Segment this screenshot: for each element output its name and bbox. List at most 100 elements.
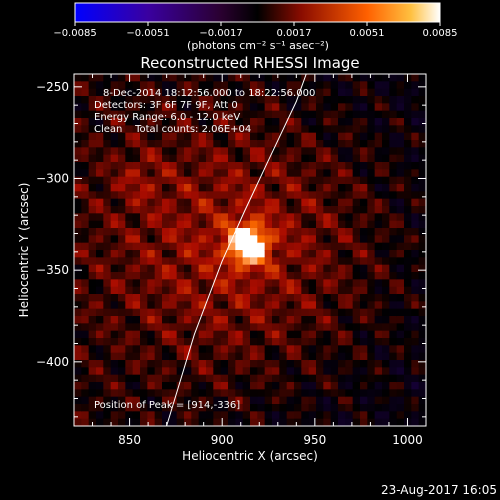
heatmap-cell bbox=[367, 301, 376, 310]
heatmap-cell bbox=[272, 294, 280, 302]
heatmap-cell bbox=[294, 374, 302, 383]
heatmap-cell bbox=[110, 191, 119, 200]
heatmap-cell bbox=[264, 308, 273, 317]
heatmap-cell bbox=[389, 235, 398, 244]
heatmap-cell bbox=[147, 272, 156, 280]
heatmap-cell bbox=[118, 235, 126, 244]
heatmap-cell bbox=[352, 279, 361, 288]
heatmap-cell bbox=[162, 389, 170, 398]
heatmap-cell bbox=[81, 228, 90, 236]
heatmap-cell bbox=[411, 308, 420, 317]
heatmap-cell bbox=[176, 198, 185, 207]
heatmap-cell bbox=[228, 418, 236, 426]
heatmap-cell bbox=[242, 323, 251, 332]
heatmap-cell bbox=[279, 389, 288, 398]
heatmap-cell bbox=[250, 206, 258, 214]
heatmap-cell bbox=[418, 110, 426, 119]
heatmap-cell bbox=[396, 176, 405, 185]
heatmap-cell bbox=[286, 228, 295, 236]
colorbar-label: (photons cm⁻² s⁻¹ asec⁻²) bbox=[187, 39, 329, 52]
heatmap-cell bbox=[264, 323, 273, 332]
heatmap-cell bbox=[110, 301, 119, 310]
heatmap-cell bbox=[235, 88, 244, 97]
heatmap-cell bbox=[418, 213, 426, 222]
heatmap-cell bbox=[206, 235, 214, 244]
heatmap-cell bbox=[228, 74, 236, 82]
heatmap-cell bbox=[242, 154, 251, 163]
heatmap-cell bbox=[330, 147, 339, 156]
heatmap-cell bbox=[220, 345, 229, 354]
heatmap-cell bbox=[184, 345, 192, 354]
heatmap-cell bbox=[389, 191, 398, 200]
heatmap-cell bbox=[198, 279, 207, 288]
heatmap-cell bbox=[198, 250, 207, 258]
heatmap-cell bbox=[367, 103, 376, 112]
heatmap-cell bbox=[257, 338, 266, 346]
heatmap-cell bbox=[213, 308, 222, 317]
heatmap-cell bbox=[88, 162, 97, 170]
heatmap-cell bbox=[162, 286, 170, 295]
heatmap-cell bbox=[257, 257, 266, 266]
heatmap-cell bbox=[88, 374, 97, 383]
heatmap-cell bbox=[286, 404, 295, 412]
heatmap-cell bbox=[154, 418, 163, 426]
heatmap-cell bbox=[367, 257, 376, 266]
heatmap-cell bbox=[345, 323, 354, 332]
heatmap-cell bbox=[345, 286, 354, 295]
heatmap-cell bbox=[316, 154, 324, 163]
heatmap-cell bbox=[286, 81, 295, 90]
heatmap-cell bbox=[257, 316, 266, 324]
heatmap-cell bbox=[103, 228, 112, 236]
heatmap-cell bbox=[103, 257, 112, 266]
heatmap-cell bbox=[176, 301, 185, 310]
heatmap-cell bbox=[250, 154, 258, 163]
heatmap-cell bbox=[330, 220, 339, 229]
heatmap-cell bbox=[118, 125, 126, 134]
heatmap-cell bbox=[374, 162, 383, 170]
colorbar-gradient bbox=[74, 2, 441, 23]
heatmap-cell bbox=[279, 257, 288, 266]
heatmap-cell bbox=[96, 169, 104, 178]
heatmap-cell bbox=[140, 272, 148, 280]
heatmap-cell bbox=[404, 235, 412, 244]
heatmap-cell bbox=[147, 286, 156, 295]
heatmap-cell bbox=[110, 74, 119, 82]
heatmap-cell bbox=[169, 404, 178, 412]
heatmap-cell bbox=[228, 242, 236, 251]
heatmap-cell bbox=[154, 228, 163, 236]
heatmap-cell bbox=[213, 411, 222, 420]
heatmap-cell bbox=[257, 206, 266, 214]
heatmap-cell bbox=[374, 176, 383, 185]
heatmap-cell bbox=[382, 250, 390, 258]
heatmap-cell bbox=[411, 286, 420, 295]
heatmap-cell bbox=[257, 74, 266, 82]
heatmap-cell bbox=[81, 272, 90, 280]
heatmap-cell bbox=[74, 235, 82, 244]
heatmap-cell bbox=[125, 352, 134, 361]
heatmap-cell bbox=[308, 125, 317, 134]
heatmap-cell bbox=[96, 184, 104, 192]
heatmap-cell bbox=[286, 279, 295, 288]
heatmap-cell bbox=[103, 213, 112, 222]
heatmap-cell bbox=[316, 374, 324, 383]
heatmap-cell bbox=[96, 250, 104, 258]
heatmap-cell bbox=[154, 176, 163, 185]
heatmap-cell bbox=[352, 235, 361, 244]
heatmap-cell bbox=[250, 228, 258, 236]
heatmap-cell bbox=[206, 352, 214, 361]
heatmap-cell bbox=[118, 294, 126, 302]
heatmap-cell bbox=[294, 132, 302, 141]
heatmap-cell bbox=[96, 125, 104, 134]
heatmap-cell bbox=[96, 206, 104, 214]
heatmap-cell bbox=[418, 125, 426, 134]
heatmap-cell bbox=[206, 132, 214, 141]
heatmap-cell bbox=[294, 345, 302, 354]
heatmap-cell bbox=[316, 316, 324, 324]
heatmap-cell bbox=[154, 352, 163, 361]
heatmap-cell bbox=[374, 308, 383, 317]
heatmap-cell bbox=[81, 169, 90, 178]
heatmap-cell bbox=[118, 360, 126, 368]
heatmap-cell bbox=[154, 169, 163, 178]
heatmap-cell bbox=[96, 389, 104, 398]
heatmap-cell bbox=[264, 169, 273, 178]
